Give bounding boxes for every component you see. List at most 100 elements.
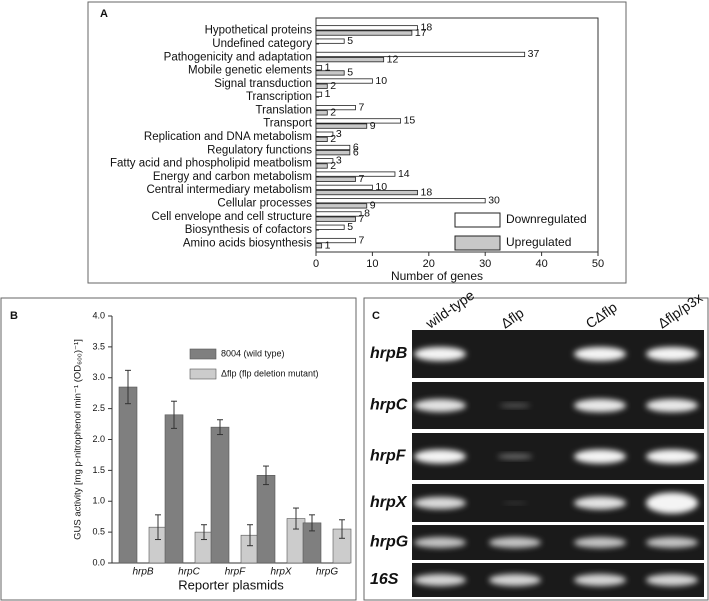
y-tick-label: Hypothetical proteins — [205, 25, 313, 37]
lane-label: Δflp — [498, 304, 527, 331]
value-label: 10 — [375, 75, 387, 87]
y-tick-label: 1.0 — [92, 496, 105, 506]
y-tick-label: Central intermediary metabolism — [146, 184, 312, 196]
x-tick-label: 40 — [535, 258, 547, 270]
bar — [315, 163, 328, 169]
value-label: 2 — [330, 133, 336, 145]
panel-label: C — [372, 310, 380, 322]
y-tick-label: Amino acids biosynthesis — [183, 237, 312, 249]
bar — [315, 25, 418, 31]
gel-band — [414, 399, 466, 412]
value-label: 9 — [370, 200, 376, 212]
legend-label: Upregulated — [506, 235, 571, 249]
lane-label: wild-type — [422, 287, 477, 332]
y-tick-label: Undefined category — [212, 38, 312, 50]
y-tick-label: 0.0 — [92, 557, 105, 567]
gel-band — [574, 537, 626, 548]
gel-band — [574, 398, 626, 413]
gel-band — [414, 537, 466, 548]
gene-label: hrpC — [370, 397, 408, 414]
bar — [315, 78, 373, 84]
x-tick-label: hrpF — [225, 567, 246, 578]
value-label: 3 — [336, 128, 342, 140]
bar — [210, 426, 230, 564]
value-label: 6 — [353, 141, 359, 153]
bar — [315, 224, 345, 230]
legend-swatch — [189, 348, 217, 360]
bar — [315, 136, 328, 142]
x-tick-label: 10 — [366, 258, 378, 270]
bar — [315, 203, 368, 209]
x-tick-label: 50 — [592, 258, 604, 270]
bar — [315, 38, 345, 44]
value-label: 1 — [325, 62, 331, 74]
y-tick-label: 0.5 — [92, 527, 105, 537]
value-label: 37 — [528, 48, 540, 60]
gel-band — [489, 574, 541, 586]
legend-swatch — [454, 235, 501, 251]
panel-a-frame — [87, 1, 627, 284]
y-tick-label: 3.5 — [92, 341, 105, 351]
value-label: 2 — [330, 107, 336, 119]
bar — [315, 150, 351, 156]
x-tick-label: hrpX — [270, 567, 291, 578]
y-tick-label: Biosynthesis of cofactors — [185, 224, 312, 236]
bar — [315, 158, 334, 164]
bar — [315, 243, 323, 249]
lane-label: Δflp/p3x — [655, 289, 706, 331]
x-tick-label: 20 — [423, 258, 435, 270]
value-label: 12 — [387, 53, 399, 65]
value-label: 14 — [398, 168, 410, 180]
gel-band — [646, 492, 698, 514]
bar — [118, 386, 138, 564]
y-tick-label: Translation — [256, 104, 312, 116]
gel-band — [414, 574, 466, 586]
bar — [315, 57, 385, 63]
gel-band — [414, 496, 466, 510]
y-tick-label: Replication and DNA metabolism — [144, 131, 312, 143]
y-tick-label: Regulatory functions — [207, 144, 312, 156]
legend-label: Δflp (flp deletion mutant) — [221, 368, 319, 378]
gene-label: hrpG — [370, 534, 408, 551]
bar — [315, 184, 373, 190]
y-tick-label: Transport — [263, 118, 313, 130]
value-label: 18 — [421, 22, 433, 34]
y-tick-label: Energy and carbon metabolism — [153, 171, 312, 183]
gel-band — [574, 347, 626, 361]
x-tick-label: hrpC — [178, 567, 200, 578]
x-tick-label: 0 — [313, 258, 319, 270]
bar — [315, 198, 486, 204]
bar — [315, 237, 356, 244]
y-tick-label: Cellular processes — [217, 198, 312, 210]
y-tick-label: 3.0 — [92, 372, 105, 382]
x-tick-label: 30 — [479, 258, 491, 270]
gel-band — [646, 449, 698, 464]
value-label: 7 — [358, 173, 364, 185]
x-axis-label: Reporter plasmids — [178, 577, 284, 592]
panel-b-frame — [0, 297, 357, 601]
legend-label: 8004 (wild type) — [221, 348, 285, 358]
gel-band — [574, 496, 626, 510]
value-label: 10 — [375, 181, 387, 193]
bar — [315, 123, 368, 129]
lane-label: CΔflp — [583, 299, 620, 332]
x-tick-label: hrpG — [316, 567, 338, 578]
x-tick-label: hrpB — [132, 567, 153, 578]
bar — [315, 65, 323, 71]
y-tick-label: Transcription — [246, 91, 312, 103]
y-tick-label: Fatty acid and phospholipid meatbolism — [110, 158, 312, 170]
gel-band — [574, 449, 626, 464]
gene-label: hrpB — [370, 345, 407, 362]
panel-label: B — [10, 310, 18, 322]
gel-band — [497, 453, 533, 460]
legend-swatch — [189, 368, 217, 380]
value-label: 8 — [364, 208, 370, 220]
gel-band — [489, 537, 541, 548]
gene-label: 16S — [370, 571, 399, 588]
gene-label: hrpX — [370, 494, 408, 511]
bar — [315, 91, 323, 97]
y-tick-label: 2.5 — [92, 403, 105, 413]
gel-band — [646, 347, 698, 361]
value-label: 15 — [404, 115, 416, 127]
